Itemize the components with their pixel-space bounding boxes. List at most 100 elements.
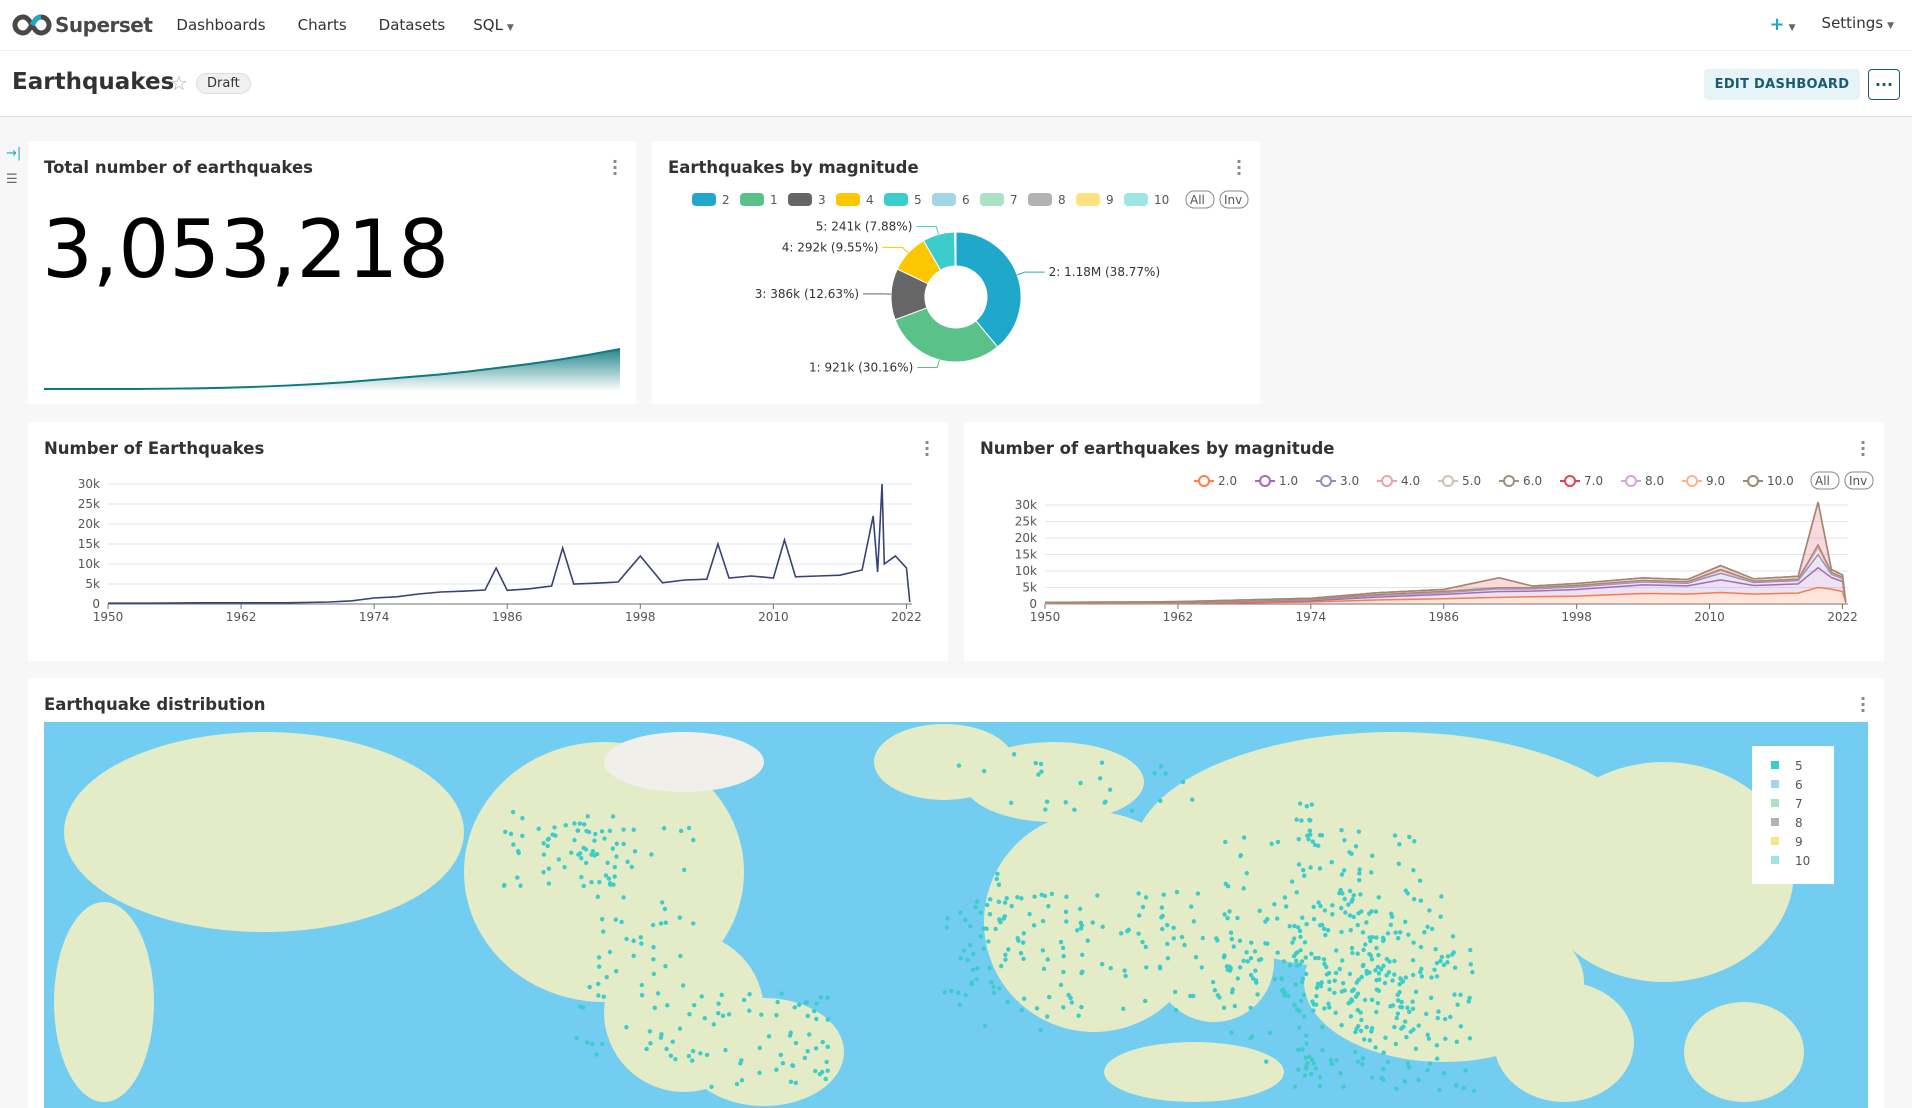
earthquake-point xyxy=(1018,951,1024,956)
earthquake-point xyxy=(1060,945,1066,951)
earthquake-point xyxy=(599,916,605,922)
earthquake-point xyxy=(658,1035,664,1040)
nav-datasets[interactable]: Datasets xyxy=(378,16,446,34)
earthquake-point xyxy=(1322,961,1327,967)
earthquake-point xyxy=(741,997,747,1003)
earthquake-point xyxy=(805,1048,810,1054)
earthquake-point xyxy=(1171,925,1176,931)
legend-label: 10 xyxy=(1795,854,1810,868)
more-options-button[interactable]: ··· xyxy=(1868,69,1900,100)
earthquake-point xyxy=(975,966,980,971)
earthquake-point xyxy=(590,848,596,854)
earthquake-point xyxy=(1227,968,1233,973)
earthquake-point xyxy=(625,859,630,865)
earthquake-point xyxy=(978,934,983,939)
earthquake-point xyxy=(556,857,562,862)
earthquake-point xyxy=(1121,1006,1126,1011)
earthquake-point xyxy=(1317,1074,1323,1080)
earthquake-point xyxy=(981,946,986,952)
chart-menu-icon[interactable]: · · · xyxy=(924,433,931,464)
earthquake-point xyxy=(651,971,657,977)
chart-menu-icon[interactable]: · · · xyxy=(1860,689,1867,720)
earthquake-point xyxy=(825,1044,830,1049)
legend-button-all xyxy=(1185,190,1215,209)
earthquake-point xyxy=(581,883,586,889)
earthquake-point xyxy=(1354,980,1359,985)
x-tick-label: 1962 xyxy=(1163,610,1194,624)
chart-menu-icon[interactable]: · · · xyxy=(1860,433,1867,464)
nav-dashboards[interactable]: Dashboards xyxy=(176,16,266,34)
nav-charts[interactable]: Charts xyxy=(297,16,347,34)
earthquake-point xyxy=(1324,972,1330,977)
legend-label: 7.0 xyxy=(1584,474,1603,488)
earthquake-point xyxy=(1425,1032,1430,1038)
earthquake-point xyxy=(1152,770,1157,776)
earthquake-point xyxy=(1174,889,1180,895)
earthquake-point xyxy=(1313,1066,1319,1071)
earthquake-point xyxy=(612,864,617,870)
earthquake-point xyxy=(1005,999,1010,1005)
earthquake-point xyxy=(649,852,654,857)
earthquake-point xyxy=(545,843,550,849)
earthquake-point xyxy=(1395,992,1400,998)
legend-swatch xyxy=(1028,193,1052,206)
earthquake-point xyxy=(1095,893,1100,898)
line-chart: 0 5k 10k 15k 20k 25k 30k 1950 1962 1974 1986 1998 20… xyxy=(78,477,922,624)
earthquake-point xyxy=(1289,879,1295,884)
dashboard-title[interactable]: Earthquakes xyxy=(12,69,175,95)
earthquake-point xyxy=(596,981,601,987)
settings-menu[interactable]: Settings ▼ xyxy=(1822,14,1894,35)
earthquake-point xyxy=(659,1032,664,1037)
earthquake-point xyxy=(1349,945,1355,951)
earthquake-point xyxy=(1291,936,1297,941)
earthquake-point xyxy=(1263,941,1268,946)
earthquake-point xyxy=(1425,1068,1430,1073)
earthquake-point xyxy=(1063,909,1069,915)
earthquake-point xyxy=(1349,988,1355,994)
earthquake-point xyxy=(1309,951,1314,956)
legend-button-label: Inv xyxy=(1224,193,1242,207)
earthquake-point xyxy=(1021,931,1026,936)
earthquake-map[interactable]: 5 6 7 8 9 10 xyxy=(44,722,1868,1108)
earthquake-point xyxy=(1328,1057,1334,1063)
edit-dashboard-button[interactable]: EDIT DASHBOARD xyxy=(1704,69,1860,100)
earthquake-point xyxy=(1100,924,1105,929)
earthquake-point xyxy=(661,826,667,831)
chart-menu-icon[interactable]: · · · xyxy=(612,152,619,183)
earthquake-point xyxy=(659,900,665,905)
earthquake-point xyxy=(720,1013,726,1019)
earthquake-point xyxy=(584,828,589,834)
earthquake-point xyxy=(1395,1011,1401,1016)
earthquake-point xyxy=(774,1012,779,1018)
earthquake-point xyxy=(1003,952,1008,957)
favorite-star-icon[interactable]: ☆ xyxy=(170,71,188,95)
chart-menu-icon[interactable]: · · · xyxy=(1236,152,1243,183)
earthquake-point xyxy=(1398,930,1403,935)
earthquake-point xyxy=(1295,925,1301,930)
filter-icon[interactable]: ☰ xyxy=(6,172,18,187)
earthquake-point xyxy=(508,831,514,837)
y-tick-label: 0 xyxy=(92,597,100,611)
earthquake-point xyxy=(1235,915,1240,921)
slice-label: 2: 1.18M (38.77%) xyxy=(1049,265,1161,279)
earthquake-point xyxy=(1044,799,1050,804)
expand-filters-icon[interactable]: →| xyxy=(6,146,22,161)
status-badge[interactable]: Draft xyxy=(196,73,251,94)
plus-icon: + xyxy=(1769,14,1785,35)
earthquake-point xyxy=(955,990,961,996)
series-line-6.0 xyxy=(1044,543,1847,605)
earthquake-point xyxy=(1408,1029,1414,1034)
earthquake-point xyxy=(747,1008,752,1013)
earthquake-point xyxy=(1038,761,1044,767)
nav-sql[interactable]: SQL ▼ xyxy=(473,16,514,34)
earthquake-point xyxy=(974,976,979,982)
superset-logo[interactable]: Superset xyxy=(12,13,153,37)
map-card: Earthquake distribution · · · 5 6 7 8 9 10 xyxy=(28,678,1884,1108)
x-tick-label: 1950 xyxy=(93,610,124,624)
earthquake-point xyxy=(1382,980,1388,986)
earthquake-point xyxy=(1339,872,1345,877)
chart-title: Total number of earthquakes xyxy=(44,158,313,177)
new-menu[interactable]: + ▼ xyxy=(1770,14,1796,35)
earthquake-point xyxy=(1367,970,1372,975)
earthquake-point xyxy=(594,1052,599,1057)
